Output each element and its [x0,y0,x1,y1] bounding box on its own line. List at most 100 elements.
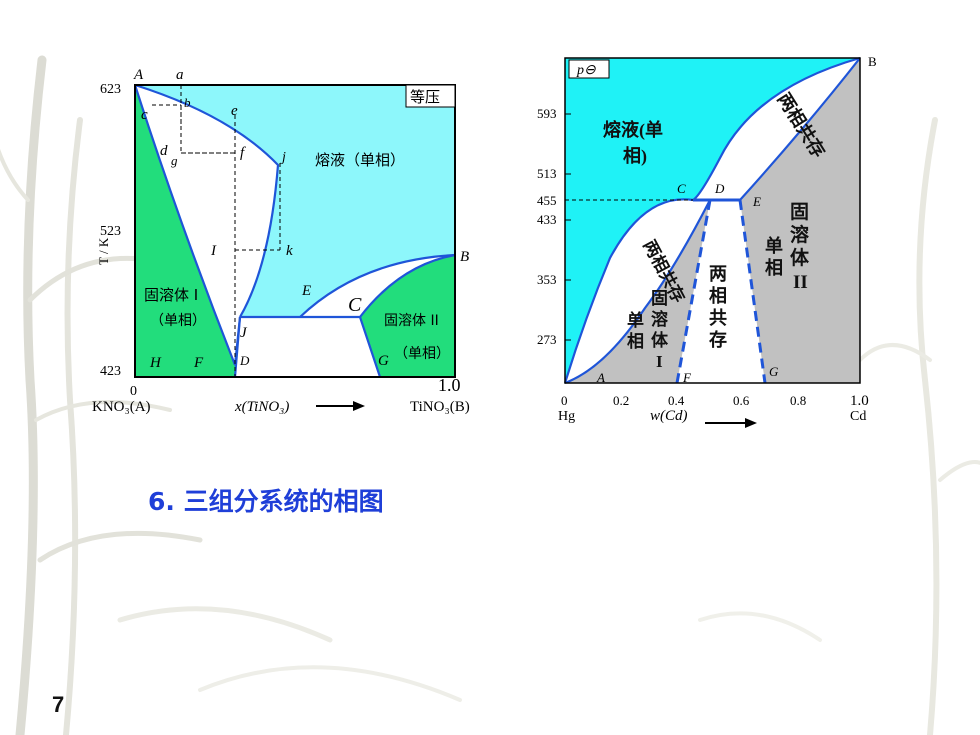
x-axis-arrowhead [353,401,365,411]
bamboo-leaf [938,460,980,482]
solid-solution-2-region [360,255,455,377]
point-k: k [286,243,293,259]
point-H: H [149,355,162,371]
point-d: d [160,143,168,159]
x-axis-label: w(Cd) [650,408,688,424]
y-tick-523: 523 [100,224,121,239]
kno3-tino3-phase-diagram: 等压 623 523 423 T / K 0 1.0 KNO₃(A) x(TiN… [92,67,470,415]
solid-solution-1-label: 固溶体 I [144,286,198,304]
point-I: I [210,243,217,259]
point-E: E [301,283,311,299]
y-tick-513: 513 [537,166,557,181]
bamboo-leaf [858,343,932,362]
point-g: g [171,153,178,168]
two-phase-mid-char: 存 [709,329,727,350]
x-right-label: Cd [850,409,866,424]
y-tick-455: 455 [537,193,557,208]
point-a: a [176,67,184,83]
solid-solution-1-sub: （单相） [150,313,206,329]
x-tick-04: 0.4 [668,393,685,408]
bamboo-leaf [0,148,30,202]
liquidus-curve-left [563,198,694,384]
point-F: F [193,355,204,371]
bamboo-leaf [34,400,172,422]
y-tick-433: 433 [537,212,557,227]
single-phase-1-char: 相 [627,331,644,351]
point-B: B [460,249,469,265]
solvus-right [738,199,767,384]
bamboo-leaf [37,530,203,563]
liquidus-curve-left [134,83,280,318]
bamboo-stalk [63,117,83,735]
point-G: G [378,353,389,369]
point-D: D [239,353,250,368]
point-C: C [677,181,686,196]
two-phase-left-region [565,199,710,383]
hg-cd-phase-diagram: p⊖ 593 513 455 433 353 273 0 0.2 0.4 0.6… [537,54,877,428]
two-phase-mid-char: 两 [709,264,727,284]
single-phase-1-char: 单 [627,310,644,330]
y-axis-label: T / K [96,237,111,265]
x-tick-08: 0.8 [790,393,806,408]
solid-2-char: 体 [790,246,810,269]
bamboo-stalk [15,55,47,735]
isobaric-box [405,84,456,108]
solidus-curve-right [739,57,861,201]
point-J: J [240,325,248,341]
solid-2-char: 固 [790,201,809,223]
point-G: G [769,364,779,379]
bamboo-leaf [698,611,822,642]
point-f: f [240,145,246,161]
x-right-label: TiNO₃(B) [410,399,470,415]
x-tick-1: 1.0 [438,375,461,395]
x-left-label: Hg [558,409,575,424]
point-A: A [596,370,605,385]
solid-solution-1-region [135,85,235,377]
solidus-curve-left [564,199,711,385]
point-j: j [280,150,286,165]
x-axis-arrowhead [745,418,757,428]
liquidus-curve-right [299,253,456,318]
point-D: D [714,181,725,196]
x-tick-02: 0.2 [613,393,629,408]
solid-1-char: I [656,352,663,371]
two-phase-region-right [300,255,455,317]
point-C: C [348,294,362,316]
slide-heading: 6. 三组分系统的相图 [148,487,384,516]
x-tick-0: 0 [130,384,137,399]
solvus-right [358,316,382,378]
solid-1-char: 溶 [651,309,668,329]
y-tick-423: 423 [100,364,121,379]
solvus-left [233,316,242,378]
solid-2-char: 溶 [790,223,809,246]
x-tick-10: 1.0 [850,393,869,409]
two-phase-region-left [135,85,278,365]
liquid-region-label-line1: 熔液(单 [603,119,663,141]
liquidus-curve-right [692,56,861,201]
solid-1-char: 体 [651,330,669,350]
x-tick-06: 0.6 [733,393,750,408]
two-phase-region-lower [235,317,380,377]
solid-2-char: II [793,272,808,293]
solid-solution-2-label: 固溶体 II [384,313,439,329]
solid-1-char: 固 [651,289,668,308]
bamboo-leaf [117,606,333,643]
bamboo-stalk [916,117,940,735]
x-left-label: KNO₃(A) [92,399,151,415]
solidus-curve-left [133,84,242,366]
pressure-box [568,59,610,79]
y-tick-593: 593 [537,106,557,121]
single-phase-2-char: 相 [765,258,783,278]
x-tick-0: 0 [561,393,568,408]
point-b: b [184,95,191,110]
liquid-region-label-line2: 相) [623,146,647,167]
y-tick-353: 353 [537,272,557,287]
single-phase-2-char: 单 [765,235,783,256]
y-tick-273: 273 [537,332,557,347]
pressure-label: p⊖ [576,63,596,78]
point-B: B [868,54,877,69]
point-e: e [231,103,238,119]
two-phase-upper-region [693,58,860,200]
y-tick-623: 623 [100,82,121,97]
